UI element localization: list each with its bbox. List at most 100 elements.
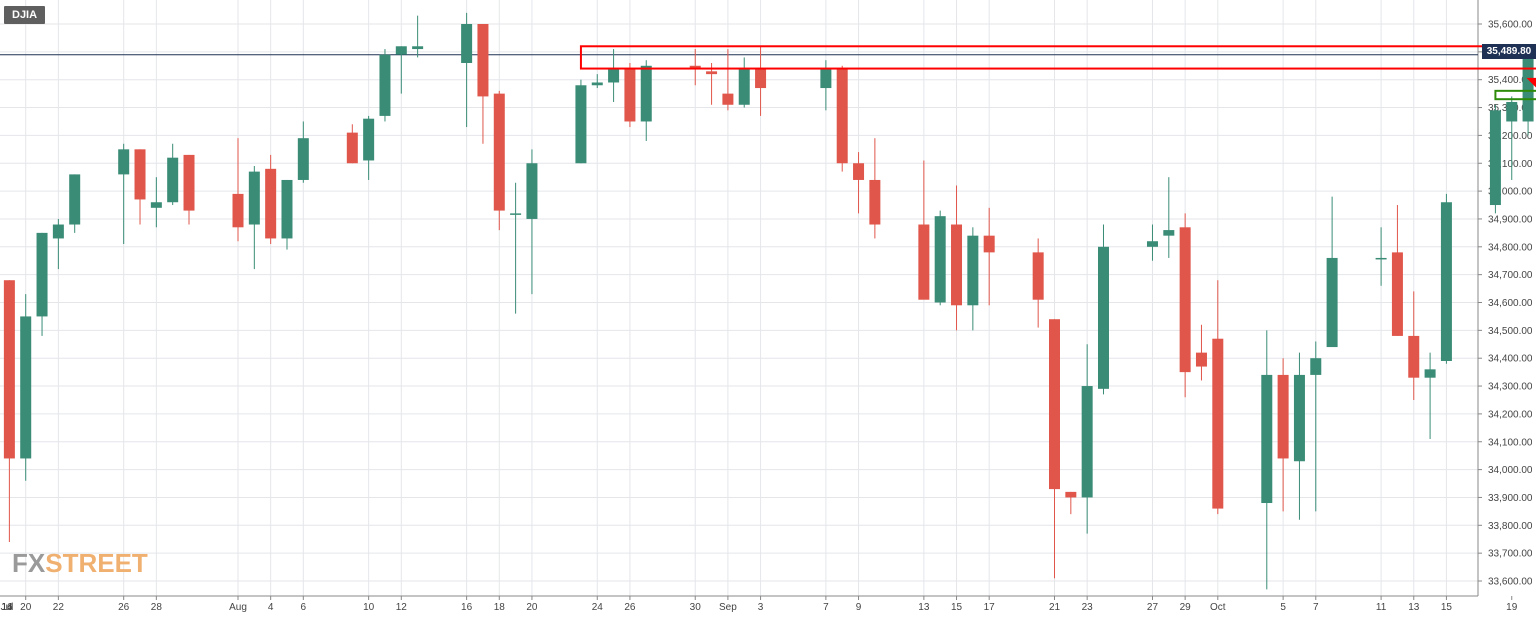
x-tick-label: 17: [984, 602, 996, 613]
candle-body-up: [1326, 257, 1338, 348]
x-tick-label: 20: [526, 602, 538, 613]
last-price-label: 35,489.80: [1482, 44, 1536, 59]
x-tick-label: 26: [118, 602, 130, 613]
candle-body-down: [183, 154, 195, 211]
candle-body-up: [1163, 230, 1175, 236]
x-tick-label: 16: [1, 602, 13, 613]
y-tick-label: 35,200.00: [1488, 131, 1533, 142]
logo-part-fx: FX: [12, 548, 46, 578]
candle-body-down: [232, 193, 244, 228]
y-tick-label: 33,900.00: [1488, 493, 1533, 504]
candle-body-up: [1424, 369, 1436, 378]
candle-body-up: [1375, 257, 1387, 260]
candle-body-up: [379, 54, 391, 116]
candle-body-up: [934, 216, 946, 303]
candle-body-down: [755, 68, 767, 89]
candle-body-down: [869, 179, 881, 225]
candle-body-down: [346, 132, 358, 164]
candle-body-down: [1032, 252, 1044, 300]
candle-body-up: [363, 118, 375, 161]
candle-body-down: [493, 93, 505, 211]
fxstreet-logo: FXSTREET: [12, 548, 148, 579]
down-arrow-icon: [1526, 77, 1536, 88]
candle-body-up: [608, 68, 620, 83]
y-tick-label: 35,600.00: [1488, 20, 1533, 31]
x-tick-label: 26: [624, 602, 636, 613]
candle-body-up: [167, 157, 179, 203]
x-tick-label: 20: [20, 602, 32, 613]
candle-body-up: [281, 179, 293, 239]
candle-body-up: [640, 65, 652, 122]
logo-part-street: STREET: [45, 548, 148, 578]
candle-body-down: [951, 224, 963, 306]
candle-body-up: [412, 46, 424, 50]
candle-body-down: [722, 93, 734, 105]
y-tick-label: 33,700.00: [1488, 549, 1533, 560]
candle-body-down: [853, 163, 865, 180]
candle-body-up: [248, 171, 260, 225]
candle-body-up: [69, 174, 81, 225]
y-tick-label: 34,300.00: [1488, 382, 1533, 393]
candle-body-up: [1489, 110, 1501, 206]
candle-body-up: [1146, 241, 1158, 247]
candle-body-up: [820, 68, 832, 89]
candle-body-down: [689, 65, 701, 69]
candle-body-up: [967, 235, 979, 306]
y-tick-label: 34,600.00: [1488, 298, 1533, 309]
x-tick-label: 18: [494, 602, 506, 613]
x-tick-label: 10: [363, 602, 375, 613]
candle-body-down: [706, 71, 718, 75]
candle-body-up: [52, 224, 64, 239]
x-tick-label: 15: [951, 602, 963, 613]
x-tick-label: 27: [1147, 602, 1159, 613]
support-box: [1494, 89, 1536, 101]
candle-body-down: [477, 24, 489, 97]
candle-body-up: [1310, 358, 1322, 375]
x-tick-label: 30: [690, 602, 702, 613]
candle-body-down: [1277, 374, 1289, 459]
x-tick-label: 29: [1180, 602, 1192, 613]
x-tick-label: 9: [856, 602, 862, 613]
y-tick-label: 34,000.00: [1488, 465, 1533, 476]
y-tick-label: 35,100.00: [1488, 159, 1533, 170]
x-tick-label: 6: [301, 602, 307, 613]
x-tick-label: 22: [53, 602, 65, 613]
candle-body-up: [1081, 386, 1093, 498]
x-tick-label: 5: [1280, 602, 1286, 613]
candle-body-down: [1065, 491, 1077, 498]
candle-body-down: [836, 68, 848, 164]
x-tick-label: 3: [758, 602, 764, 613]
y-tick-label: 34,500.00: [1488, 326, 1533, 337]
resistance-box: [579, 45, 1536, 70]
x-tick-label: 7: [1313, 602, 1319, 613]
candle-body-up: [1293, 374, 1305, 462]
y-tick-label: 34,400.00: [1488, 354, 1533, 365]
x-tick-label: Jul: [1, 602, 14, 613]
candle-body-down: [624, 68, 636, 122]
x-tick-label: Aug: [229, 602, 247, 613]
y-tick-label: 34,200.00: [1488, 409, 1533, 420]
candle-body-down: [1212, 338, 1224, 509]
x-tick-label: 13: [1408, 602, 1420, 613]
y-tick-label: 34,700.00: [1488, 270, 1533, 281]
x-tick-label: 11: [1376, 602, 1387, 613]
candle-body-up: [1440, 202, 1452, 361]
candle-body-up: [461, 24, 473, 63]
candle-body-down: [983, 235, 995, 253]
x-tick-label: 4: [268, 602, 274, 613]
y-tick-label: 33,800.00: [1488, 521, 1533, 532]
y-tick-label: 35,000.00: [1488, 187, 1533, 198]
candle-body-up: [297, 138, 309, 180]
x-tick-label: 28: [151, 602, 163, 613]
x-tick-label: 7: [823, 602, 829, 613]
candle-body-up: [118, 149, 130, 175]
y-tick-label: 34,800.00: [1488, 242, 1533, 253]
x-tick-label: Oct: [1210, 602, 1226, 613]
candle-body-down: [265, 168, 277, 239]
candle-body-up: [1522, 54, 1534, 122]
candle-body-up: [510, 213, 522, 215]
candle-body-up: [738, 68, 750, 105]
